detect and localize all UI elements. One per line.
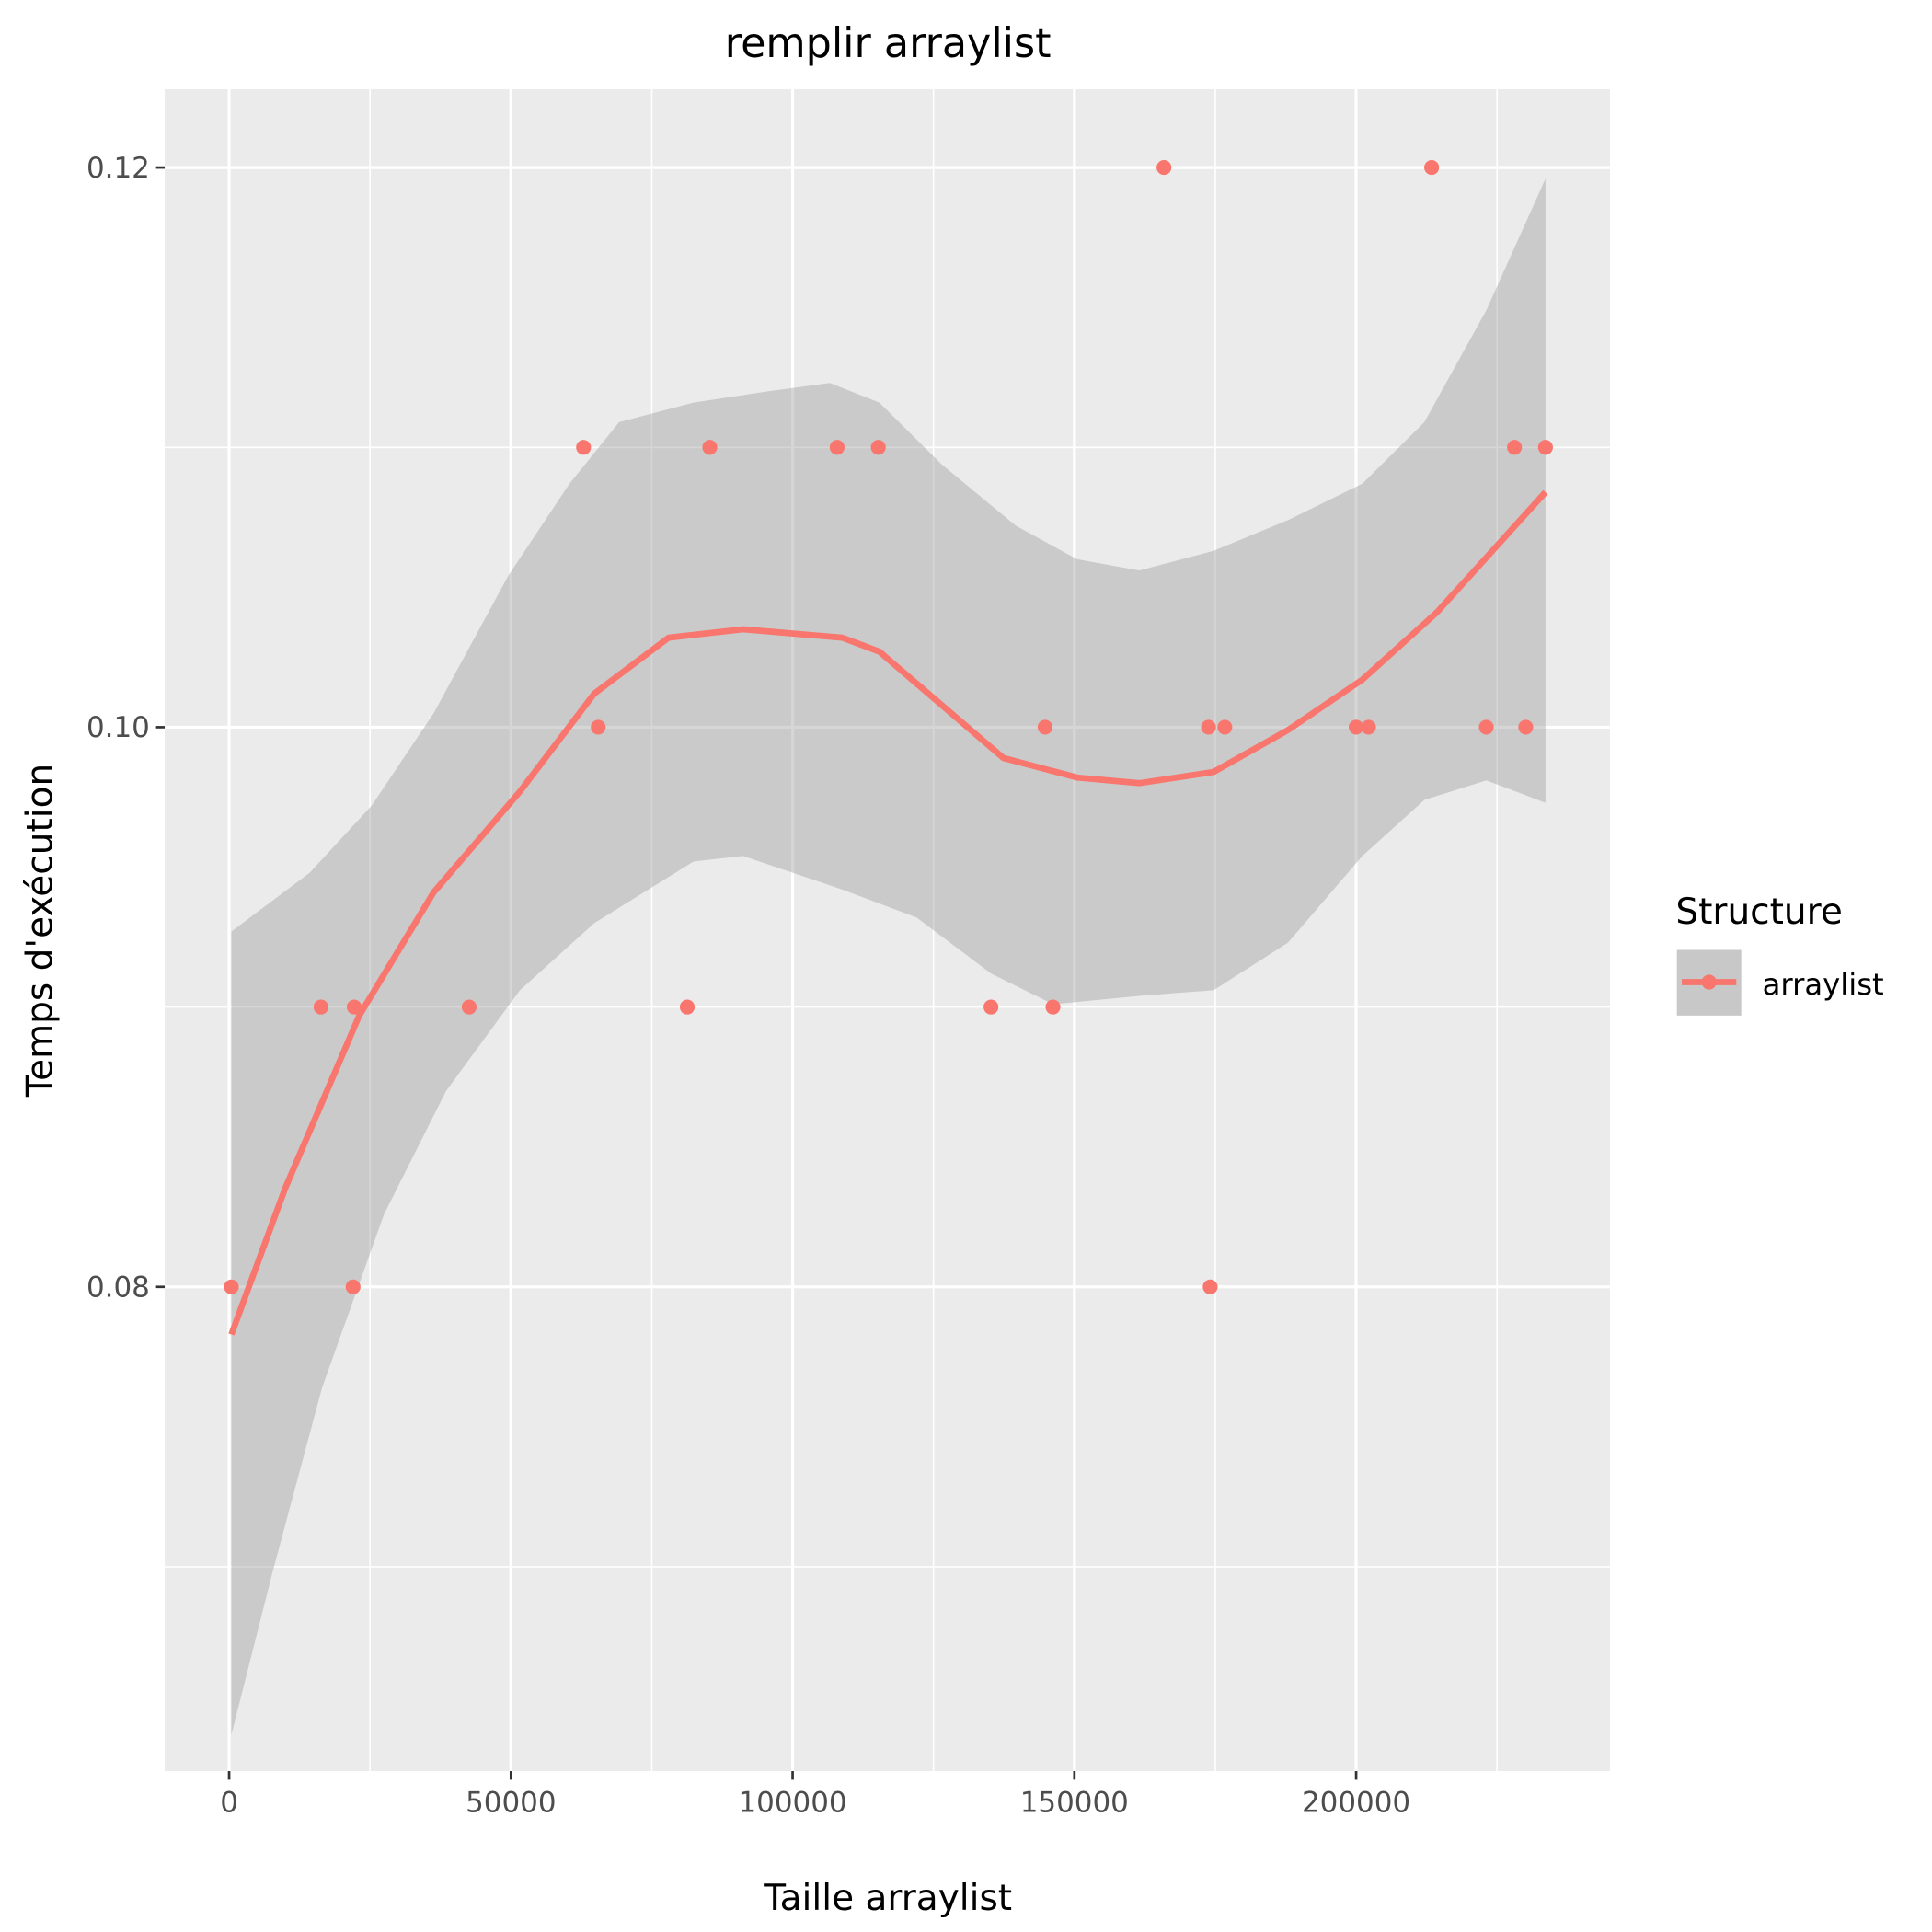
confidence-band [231,178,1546,1735]
y-tick-label: 0.12 [86,152,150,185]
chart-title: remplir arraylist [725,20,1052,67]
gridlines [165,88,1611,1772]
data-point [1537,440,1553,455]
data-point [576,440,592,455]
data-point [461,999,477,1015]
legend-title: Structure [1675,891,1843,933]
data-point [1045,999,1061,1015]
data-point [224,1279,239,1294]
data-point [1478,719,1494,735]
x-tick-label: 100000 [738,1786,846,1819]
x-tick-label: 50000 [466,1786,556,1819]
plot-panel [165,88,1611,1771]
y-tick-label: 0.10 [86,711,150,744]
data-point [346,999,362,1015]
data-points [224,160,1553,1294]
data-point [313,999,328,1015]
data-point [591,719,606,735]
legend-key-point [1701,974,1717,990]
data-point [1202,1279,1218,1294]
data-point [870,440,886,455]
axes: 0 50000 100000 150000 200000 0.08 0.10 0.12 [86,152,1410,1820]
data-point [702,440,718,455]
x-axis-label: Taille arraylist [763,1878,1012,1919]
data-point [829,440,845,455]
data-point [1507,440,1523,455]
data-point [345,1279,361,1294]
data-point [679,999,696,1015]
x-tick-label: 0 [220,1786,238,1819]
legend: Structure arraylist [1675,891,1884,1016]
data-point [1201,719,1216,735]
x-tick-label: 200000 [1302,1786,1410,1819]
y-tick-label: 0.08 [86,1271,150,1305]
data-point [1361,719,1376,735]
data-point [1156,160,1172,176]
data-point [1424,160,1440,176]
data-point [1348,719,1364,735]
y-axis-label: Temps d'exécution [20,764,62,1098]
x-tick-label: 150000 [1020,1786,1129,1819]
data-point [1518,719,1534,735]
data-point [983,999,999,1015]
data-point [1217,719,1233,735]
smooth-line [228,489,1548,1336]
legend-entry-arraylist: arraylist [1763,967,1884,1002]
data-point [1037,719,1053,735]
